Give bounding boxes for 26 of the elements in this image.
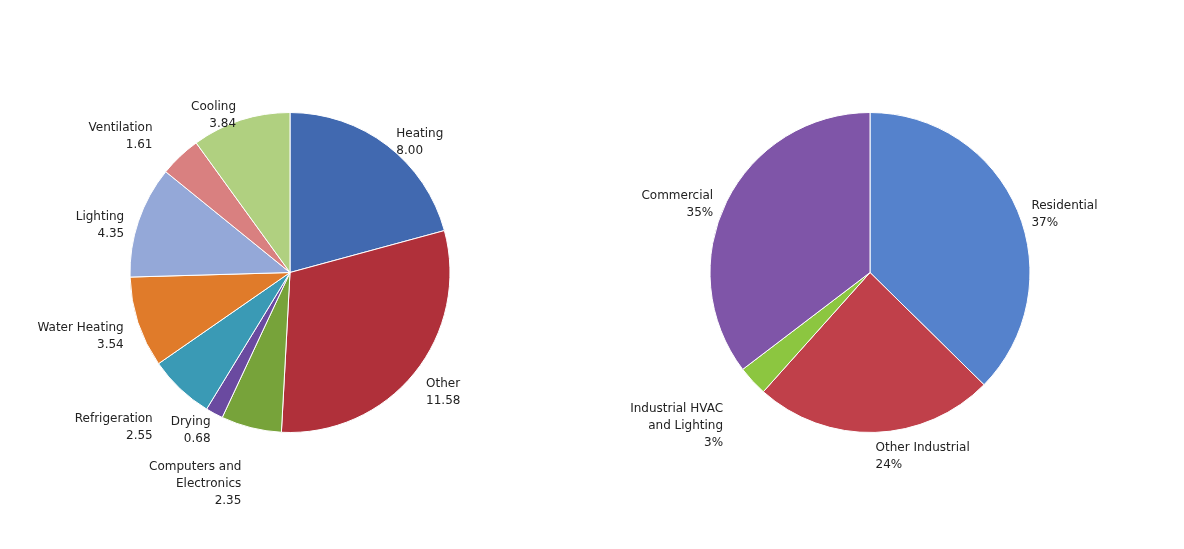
slice-label: Industrial HVAC and Lighting (630, 401, 724, 433)
data-label: 2.35 (214, 493, 242, 508)
data-label: 37% (1031, 214, 1059, 229)
slice-label: Computers and Electronics (149, 459, 242, 491)
slice-label: Other (426, 375, 461, 390)
slice-label: Cooling (191, 99, 237, 114)
data-label: 2.55 (126, 427, 153, 442)
data-label: 1.61 (125, 137, 153, 152)
data-label: 3% (704, 435, 724, 450)
slice-label: Heating (396, 126, 444, 141)
slice-label: Commercial (641, 187, 714, 202)
slice-label: Ventilation (88, 120, 153, 135)
data-label: 11.58 (426, 392, 461, 407)
slice-label: Other Industrial (875, 440, 970, 455)
data-label: 35% (686, 204, 714, 219)
data-label: 3.84 (209, 116, 237, 131)
slice-label: Refrigeration (74, 410, 153, 425)
slice-label: Residential (1031, 197, 1098, 212)
data-label: 24% (875, 457, 903, 472)
slice-label: Lighting (75, 209, 125, 224)
slice-label: Water Heating (37, 320, 124, 335)
data-label: 0.68 (183, 430, 211, 445)
data-label: 3.54 (97, 337, 124, 352)
data-label: 4.35 (97, 226, 125, 241)
slice-label: Drying (170, 413, 211, 428)
data-label: 8.00 (396, 143, 424, 158)
